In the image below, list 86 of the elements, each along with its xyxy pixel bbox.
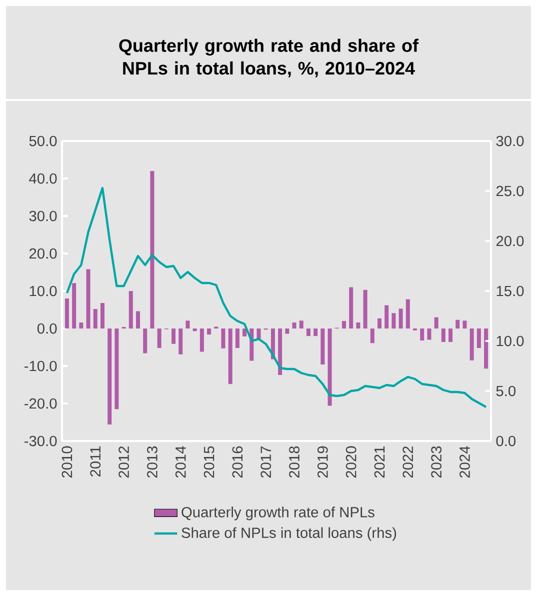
y2-tick-label: 5.0 xyxy=(496,386,516,396)
x-tick-label: 2020 xyxy=(346,446,356,478)
bar xyxy=(114,328,119,410)
y-tick-label: 40.0 xyxy=(29,173,57,184)
bar xyxy=(342,320,346,328)
bar xyxy=(93,309,98,328)
x-tick-label: 2016 xyxy=(232,446,243,478)
bar xyxy=(150,170,154,328)
x-tick-label: 2013 xyxy=(147,446,158,478)
x-tick-label: 2024 xyxy=(460,446,470,478)
bar xyxy=(235,328,240,348)
y-tick-label: 20.0 xyxy=(29,248,57,259)
x-tick-label: 2021 xyxy=(374,446,385,478)
chart-title: Quarterly growth rate and share of NPLs in total loans, %, 2010–2024 xyxy=(119,38,419,78)
legend-label: Quarterly growth rate of NPLs xyxy=(182,506,374,520)
bar xyxy=(178,328,183,354)
x-tick-label: 2011 xyxy=(90,446,101,477)
bar xyxy=(441,328,446,342)
bar xyxy=(72,283,76,328)
bar xyxy=(79,322,84,328)
bar xyxy=(420,328,424,340)
bar xyxy=(349,287,354,328)
bar xyxy=(470,328,474,360)
legend-label: Share of NPLs in total loans (rhs) xyxy=(182,527,396,541)
x-tick-label: 2019 xyxy=(317,446,328,478)
bar xyxy=(398,308,403,328)
bar xyxy=(228,328,232,384)
bar xyxy=(64,298,69,328)
bar xyxy=(200,328,204,352)
bar xyxy=(192,328,197,332)
x-tick-label: 2010 xyxy=(62,446,72,478)
bar xyxy=(128,291,133,328)
bar xyxy=(306,328,310,336)
bar xyxy=(434,317,438,328)
y2-tick-label: 25.0 xyxy=(496,186,524,196)
bar xyxy=(256,328,261,339)
bar xyxy=(392,313,396,328)
bar xyxy=(384,305,389,328)
x-tick-label: 2023 xyxy=(431,446,442,478)
bar xyxy=(292,322,296,328)
bar xyxy=(299,320,304,328)
bar xyxy=(476,328,481,348)
bar xyxy=(285,328,290,334)
bar xyxy=(377,318,382,328)
bar xyxy=(278,328,282,375)
bar xyxy=(462,320,467,328)
bar xyxy=(221,328,226,348)
x-tick-label: 2018 xyxy=(289,446,300,478)
y2-tick-label: 15.0 xyxy=(496,286,524,296)
y-tick-label: 10.0 xyxy=(30,286,57,296)
bar xyxy=(314,328,318,336)
y-tick-label: 50.0 xyxy=(29,136,57,146)
bar xyxy=(370,328,374,344)
bar xyxy=(484,328,488,369)
bar xyxy=(328,328,332,406)
y2-tick-label: 20.0 xyxy=(496,236,524,246)
bar xyxy=(427,328,432,340)
bar xyxy=(86,269,90,328)
x-tick-label: 2012 xyxy=(118,446,129,478)
y-tick-label: -30.0 xyxy=(24,436,57,446)
bar xyxy=(320,328,325,364)
bar xyxy=(172,328,176,344)
bar xyxy=(157,328,162,348)
y2-tick-label: 30.0 xyxy=(496,136,524,146)
x-tick-label: 2015 xyxy=(204,446,214,478)
bar xyxy=(406,299,410,328)
bar xyxy=(456,320,460,328)
y-tick-label: 0.0 xyxy=(37,323,57,334)
y2-tick-label: 10.0 xyxy=(496,336,524,346)
bar xyxy=(136,311,140,328)
bar xyxy=(356,322,360,328)
bar xyxy=(448,328,453,342)
bar xyxy=(186,320,190,328)
y-tick-label: 30.0 xyxy=(29,210,57,222)
y2-tick-label: 0.0 xyxy=(496,436,516,446)
y-tick-label: -10.0 xyxy=(24,360,57,372)
x-tick-label: 2017 xyxy=(260,446,272,478)
bar xyxy=(363,290,368,328)
bar xyxy=(207,328,212,334)
bar xyxy=(242,328,247,336)
bar xyxy=(143,328,148,354)
x-tick-label: 2022 xyxy=(402,446,414,478)
x-tick-label: 2014 xyxy=(175,446,186,478)
bar xyxy=(108,328,112,424)
bar xyxy=(100,302,104,328)
y-tick-label: -20.0 xyxy=(24,398,57,409)
